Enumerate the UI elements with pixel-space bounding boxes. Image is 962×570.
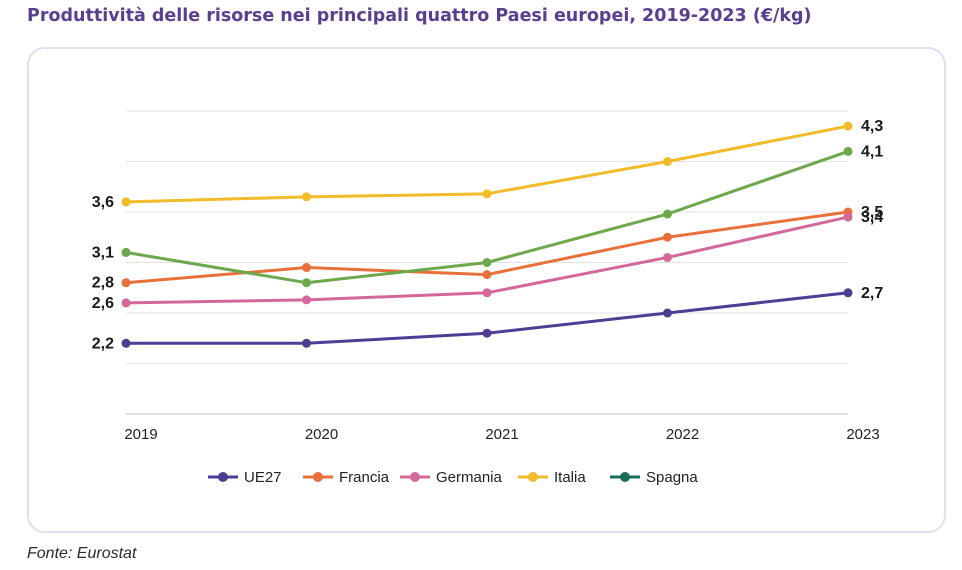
legend-label: Spagna: [646, 469, 698, 486]
data-point: [663, 252, 672, 262]
data-point: [482, 270, 492, 280]
x-tick-label: 2022: [666, 426, 699, 443]
data-point: [843, 146, 853, 156]
legend-item: Italia: [518, 469, 586, 486]
data-point: [121, 197, 131, 207]
data-label: 3,5: [861, 204, 883, 221]
data-label: 2,2: [92, 335, 114, 352]
data-label: 3,1: [92, 244, 114, 261]
legend-label: Italia: [554, 469, 586, 486]
data-point: [121, 247, 131, 257]
x-tick-label: 2019: [124, 426, 157, 443]
legend-swatch-marker: [620, 472, 630, 482]
legend-label: Germania: [436, 469, 503, 486]
data-point: [663, 157, 672, 166]
data-point: [302, 263, 311, 273]
legend-swatch-marker: [218, 472, 228, 482]
series-group: [121, 121, 853, 348]
data-point: [482, 258, 492, 267]
data-label: 2,6: [92, 295, 114, 312]
data-point: [663, 209, 672, 219]
grid-lines: [126, 110, 848, 415]
data-point: [121, 278, 131, 288]
source-note: Fonte: Eurostat: [27, 545, 137, 562]
data-point: [302, 338, 311, 348]
data-point: [302, 295, 311, 305]
x-tick-label: 2021: [485, 426, 518, 443]
data-point: [121, 338, 131, 348]
data-label: 3,6: [92, 194, 114, 211]
legend-item: Francia: [303, 469, 390, 486]
legend-item: Spagna: [610, 469, 698, 486]
data-point: [482, 288, 492, 298]
legend-label: Francia: [339, 469, 390, 486]
legend-label: UE27: [244, 469, 282, 486]
data-point: [482, 328, 492, 338]
data-point: [482, 189, 492, 199]
data-label: 2,8: [92, 275, 114, 292]
legend-swatch-marker: [313, 472, 323, 482]
legend-swatch-marker: [528, 472, 538, 482]
data-label: 4,3: [861, 118, 883, 135]
data-label: 4,1: [861, 143, 883, 160]
data-point: [663, 308, 672, 318]
data-point: [843, 212, 853, 222]
data-point: [302, 192, 311, 202]
data-point: [843, 288, 853, 298]
x-axis: 2019 2020 2021 2022 2023: [124, 426, 879, 443]
data-label: 2,7: [861, 285, 883, 302]
legend-item: Germania: [400, 469, 503, 486]
data-label: 3,4: [861, 209, 883, 226]
data-labels: 2,2 2,7 2,8 3,5 2,6 3,4 3,6 4,3 3,1 4,1: [92, 118, 884, 352]
chart-title: Produttività delle risorse nei principal…: [27, 6, 812, 26]
legend: UE27 Francia Germania Italia Spagna: [208, 469, 698, 486]
legend-swatch-marker: [410, 472, 420, 482]
data-point: [302, 278, 311, 288]
data-point: [843, 121, 853, 131]
x-tick-label: 2020: [305, 426, 338, 443]
x-tick-label: 2023: [846, 426, 879, 443]
data-point: [663, 232, 672, 242]
legend-item: UE27: [208, 469, 282, 486]
data-point: [121, 298, 131, 308]
